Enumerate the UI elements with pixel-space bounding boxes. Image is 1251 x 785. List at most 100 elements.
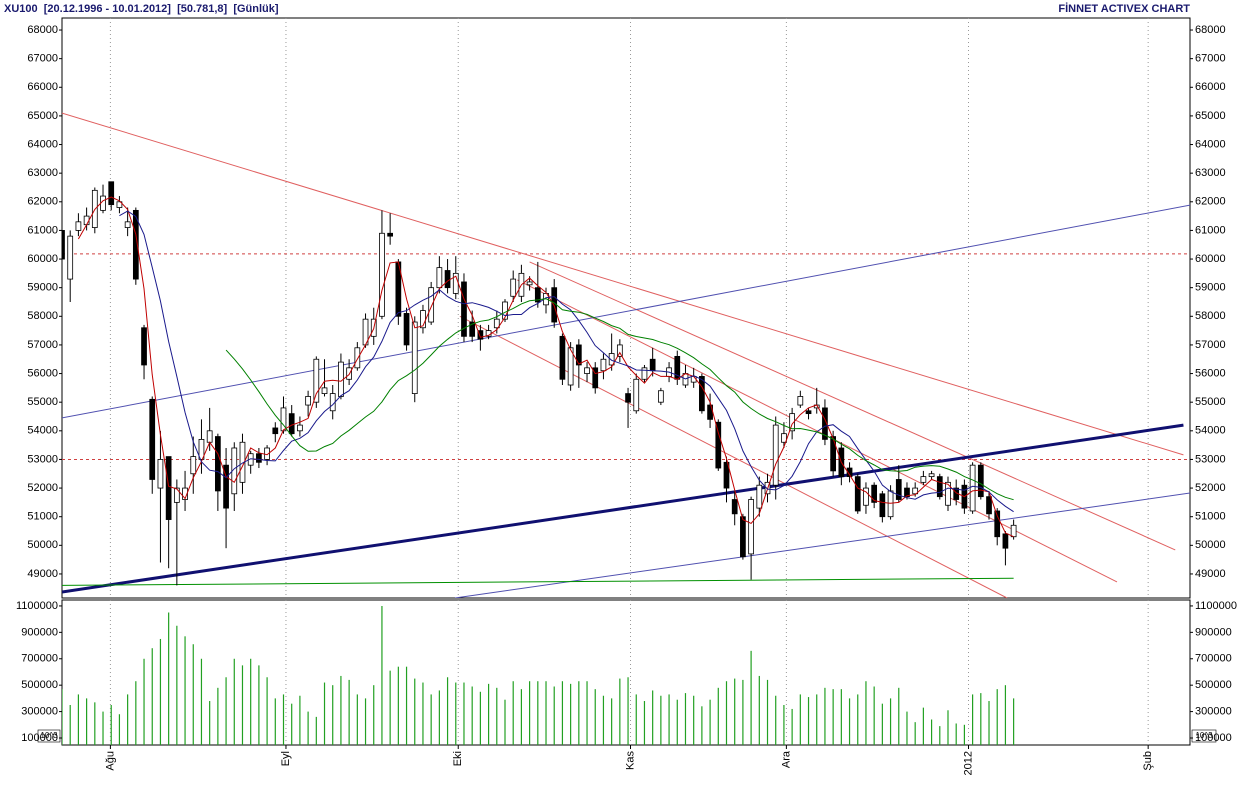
- y-tick-label: 60000: [27, 253, 58, 265]
- y-tick-label: 62000: [27, 196, 58, 208]
- y-tick-label: 54000: [27, 425, 58, 437]
- candle-body: [928, 473, 935, 478]
- candle-body: [797, 396, 804, 406]
- candle-body: [616, 344, 623, 357]
- trend-line: [454, 492, 1190, 598]
- candle-body: [182, 487, 188, 500]
- y-tick-label: 52000: [1195, 482, 1226, 494]
- candle-body: [461, 281, 467, 337]
- candle-body: [822, 407, 828, 440]
- candle-body: [854, 476, 861, 512]
- candle-body: [272, 427, 279, 435]
- candle-body: [600, 358, 607, 372]
- y-tick-label: 1100000: [16, 600, 58, 612]
- candle-body: [871, 484, 878, 503]
- candle-body: [313, 358, 320, 403]
- candle-body: [132, 209, 139, 280]
- candle-body: [559, 335, 566, 380]
- candle-body: [699, 376, 705, 412]
- y-tick-label: 49000: [1195, 568, 1226, 580]
- unit-label: 10^3: [40, 731, 58, 740]
- y-tick-label: 65000: [1195, 110, 1226, 122]
- volume-plot: [62, 600, 1149, 745]
- candle-body: [124, 221, 131, 228]
- y-tick-label: 1100000: [1195, 600, 1237, 612]
- candle-body: [1010, 524, 1017, 538]
- volume-frame: [61, 599, 1191, 746]
- y-tick-label: 60000: [1195, 253, 1226, 265]
- chart-title: XU100 [20.12.1996 - 10.01.2012] [50.781,…: [4, 3, 279, 15]
- candle-body: [493, 318, 500, 329]
- candle-body: [428, 287, 435, 323]
- candle-body: [936, 476, 943, 498]
- y-tick-label: 58000: [27, 310, 58, 322]
- x-tick-label: Ağu: [104, 751, 116, 771]
- y-tick-label: 57000: [1195, 339, 1226, 351]
- y-tick-label: 65000: [27, 110, 58, 122]
- candle-body: [477, 330, 484, 340]
- y-tick-label: 51000: [1195, 511, 1226, 523]
- candle-body: [994, 510, 1001, 538]
- candle-body: [411, 321, 418, 394]
- y-tick-label: 66000: [1195, 81, 1226, 93]
- candle-body: [444, 270, 451, 289]
- y-tick-label: 50000: [1195, 539, 1226, 551]
- candle-body: [584, 367, 590, 374]
- candle-body: [83, 215, 90, 226]
- y-tick-label: 67000: [27, 53, 58, 65]
- y-tick-label: 53000: [27, 453, 58, 465]
- y-tick-label: 50000: [27, 539, 58, 551]
- candle-body: [206, 430, 213, 443]
- candle-body: [288, 413, 295, 435]
- candle-body: [756, 484, 763, 509]
- y-tick-label: 700000: [1195, 653, 1232, 665]
- x-tick-label: 2012: [962, 751, 974, 775]
- candle-body: [641, 367, 648, 380]
- trend-line: [517, 279, 1118, 583]
- y-tick-label: 900000: [21, 626, 58, 638]
- y-tick-label: 61000: [1195, 224, 1226, 236]
- candle-body: [863, 487, 869, 506]
- y-tick-label: 56000: [1195, 367, 1226, 379]
- candle-body: [715, 421, 722, 469]
- candle-body: [379, 232, 385, 317]
- unit-label: 10^3: [1195, 731, 1213, 740]
- candle-body: [354, 347, 361, 369]
- candle-body: [567, 347, 574, 386]
- candle-body: [846, 467, 853, 478]
- y-tick-label: 63000: [1195, 167, 1226, 179]
- y-tick-label: 61000: [27, 224, 58, 236]
- price-frame: [61, 17, 1191, 599]
- candle-body: [723, 461, 730, 489]
- candle-body: [895, 479, 902, 500]
- y-tick-label: 58000: [1195, 310, 1226, 322]
- trend-line: [529, 261, 1176, 551]
- y-tick-label: 56000: [27, 367, 58, 379]
- trend-line: [62, 423, 1184, 594]
- y-tick-label: 54000: [1195, 425, 1226, 437]
- price-plot: [62, 18, 1190, 598]
- candle-body: [912, 487, 919, 495]
- y-tick-label: 62000: [1195, 196, 1226, 208]
- candle-body: [321, 387, 328, 394]
- candle-body: [748, 499, 754, 555]
- y-tick-label: 57000: [27, 339, 58, 351]
- moving-average: [77, 196, 1014, 538]
- candle-body: [387, 232, 394, 237]
- x-tick-label: Kas: [624, 751, 636, 770]
- candle-body: [625, 393, 631, 403]
- candle-body: [633, 378, 640, 412]
- candle-body: [526, 281, 533, 286]
- y-tick-label: 52000: [27, 482, 58, 494]
- y-tick-label: 500000: [1195, 679, 1232, 691]
- trend-line: [62, 204, 1190, 419]
- candle-body: [510, 278, 517, 297]
- candle-body: [879, 493, 886, 518]
- candle-body: [67, 235, 74, 280]
- x-tick-label: Ara: [780, 750, 792, 768]
- x-tick-label: Şub: [1142, 751, 1154, 771]
- x-tick-label: Eki: [452, 751, 464, 766]
- y-tick-label: 53000: [1195, 453, 1226, 465]
- candle-body: [502, 301, 508, 320]
